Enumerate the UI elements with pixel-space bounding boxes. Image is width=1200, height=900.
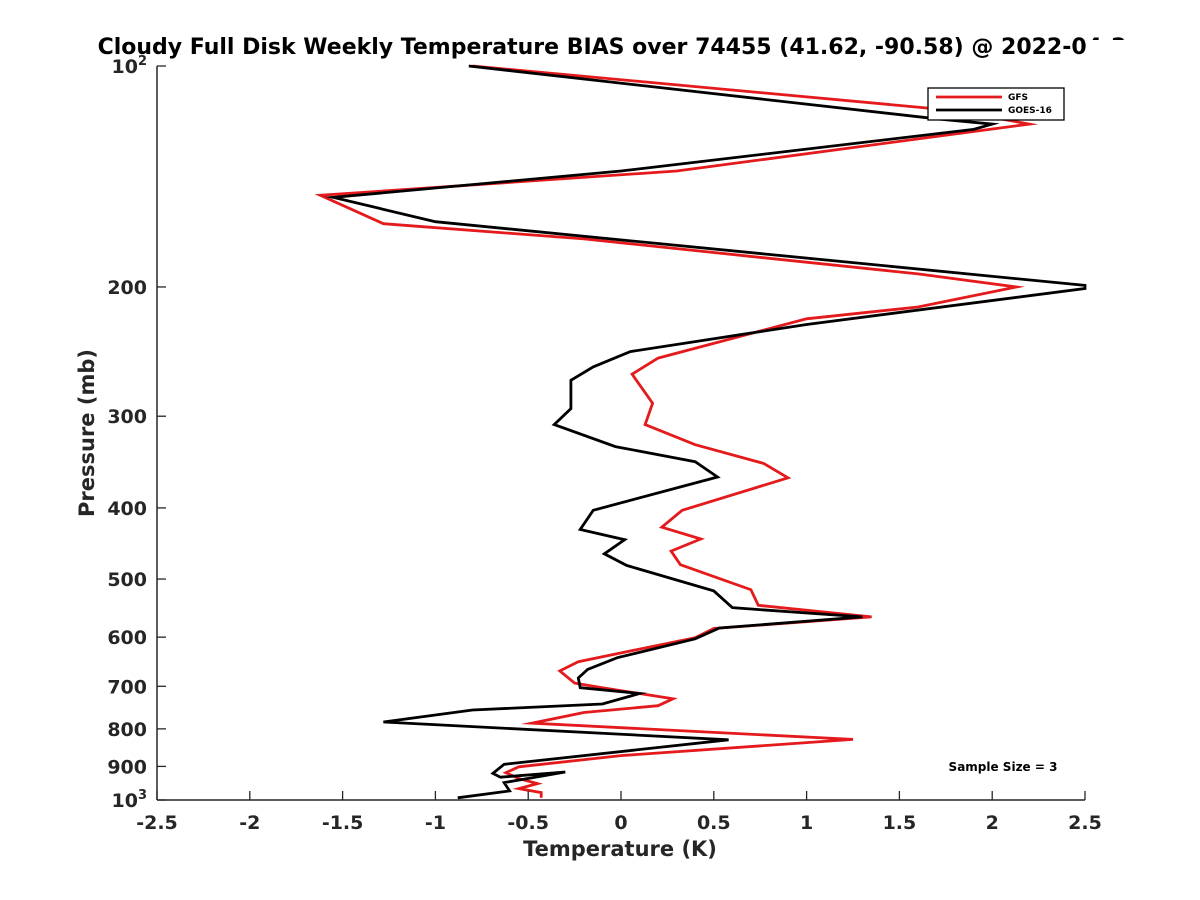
y-tick-label: 800: [107, 719, 147, 741]
x-tick-label: -2: [239, 812, 260, 834]
y-tick-label: 103: [112, 788, 148, 812]
x-tick-label: 2: [986, 812, 999, 834]
y-axis-label: Pressure (mb): [75, 349, 99, 517]
y-tick-label: 200: [107, 277, 147, 299]
series-line-gfs: [314, 64, 1039, 798]
y-tick-label: 300: [107, 406, 147, 428]
legend-label: GOES-16: [1008, 106, 1052, 116]
plot-area: -2.5 -2 -1.5 -1 -0.5 0 0.5 1 1.5 2 2.5 102 200 300 400…: [107, 40, 1200, 834]
y-tick-label: 700: [107, 676, 147, 698]
x-tick-label: 2.5: [1068, 812, 1102, 834]
legend-box: [927, 87, 1065, 121]
x-tick-label: -0.5: [507, 812, 549, 834]
y-tick-label: 900: [107, 756, 147, 778]
x-tick-label: 0.5: [697, 812, 731, 834]
x-tick-label: -1.5: [322, 812, 364, 834]
chart-title: Cloudy Full Disk Weekly Temperature BIAS…: [98, 35, 1127, 60]
y-tick-label: 400: [107, 498, 147, 520]
x-tick-label: 1: [800, 812, 813, 834]
sample-size-annotation: Sample Size = 3: [949, 760, 1058, 774]
x-tick-label: 0: [614, 812, 627, 834]
x-tick-label: 1.5: [883, 812, 917, 834]
y-tick-label: 102: [112, 54, 148, 78]
legend-label: GFS: [1008, 93, 1028, 103]
legend: GFS GOES-16: [927, 87, 1065, 121]
y-tick-label: 500: [107, 569, 147, 591]
series-line-goes-16: [324, 64, 1087, 800]
plot-clip-right: [1086, 40, 1200, 802]
y-tick-label: 600: [107, 627, 147, 649]
x-tick-label: -1: [425, 812, 446, 834]
x-tick-label: -2.5: [136, 812, 178, 834]
x-axis-label: Temperature (K): [523, 837, 717, 861]
